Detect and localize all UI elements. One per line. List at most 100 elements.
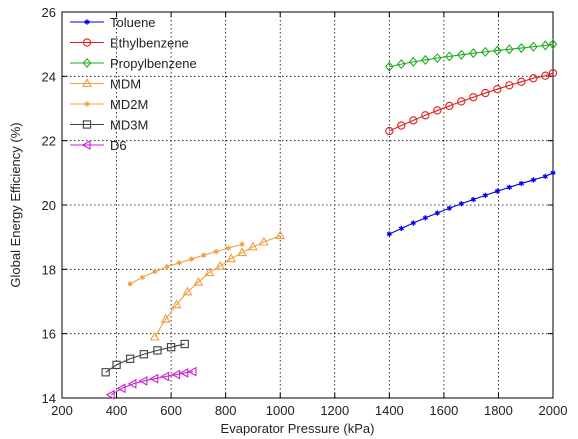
- data-point: [126, 354, 135, 363]
- data-point: [505, 81, 514, 90]
- data-point: [139, 274, 146, 280]
- data-point: [457, 49, 466, 60]
- legend-label: MD2M: [110, 97, 148, 112]
- series-d6: [105, 366, 197, 400]
- data-point: [127, 378, 137, 389]
- data-point: [248, 241, 258, 251]
- data-point: [225, 245, 231, 251]
- data-point: [160, 371, 170, 382]
- series-md3m: [101, 339, 189, 377]
- legend-item-ethylbenzene: Ethylbenzene: [70, 36, 189, 51]
- data-point: [506, 184, 512, 190]
- data-point: [469, 48, 478, 59]
- data-point: [529, 74, 538, 83]
- x-tick-label: 200: [51, 403, 73, 418]
- legend-marker: [82, 38, 92, 47]
- data-point: [493, 85, 502, 94]
- data-point: [138, 376, 148, 386]
- data-point: [434, 210, 440, 216]
- data-point: [171, 369, 181, 380]
- data-point: [160, 313, 171, 323]
- data-point: [204, 267, 215, 277]
- data-point: [421, 54, 430, 65]
- series-propylbenzene: [385, 39, 558, 72]
- data-point: [116, 383, 126, 394]
- x-tick-label: 1800: [484, 403, 513, 418]
- data-point: [433, 106, 442, 115]
- data-point: [215, 260, 226, 270]
- legend-label: Toluene: [110, 15, 156, 30]
- x-tick-label: 400: [106, 403, 128, 418]
- data-point: [149, 373, 159, 384]
- data-point: [127, 281, 133, 287]
- legend-marker: [81, 140, 91, 150]
- legend-marker: [84, 19, 90, 25]
- data-point: [139, 350, 148, 359]
- data-point: [398, 225, 404, 232]
- x-tick-label: 600: [160, 403, 182, 418]
- data-point: [530, 177, 536, 183]
- data-point: [518, 180, 524, 187]
- data-point: [409, 56, 418, 67]
- data-point: [188, 256, 195, 262]
- series-line-md3m: [105, 343, 185, 373]
- data-point: [112, 360, 121, 370]
- data-point: [458, 201, 464, 207]
- legend-item-md3m: MD3M: [70, 118, 148, 133]
- x-tick-label: 1200: [320, 403, 349, 418]
- data-point: [187, 366, 197, 377]
- legend-marker: [82, 57, 92, 69]
- data-point: [517, 42, 526, 54]
- data-point: [469, 93, 478, 102]
- data-point: [433, 52, 442, 64]
- data-point: [470, 196, 476, 203]
- data-point: [482, 192, 488, 198]
- y-tick-label: 14: [42, 391, 56, 406]
- data-point: [152, 268, 158, 275]
- legend-marker: [82, 120, 92, 129]
- data-point: [275, 230, 286, 240]
- x-tick-label: 2000: [539, 403, 568, 418]
- x-axis-label: Evaporator Pressure (kPa): [221, 421, 375, 436]
- y-tick-label: 16: [42, 327, 56, 342]
- series-line-propylbenzene: [389, 43, 554, 68]
- data-point: [105, 389, 115, 400]
- data-point: [182, 286, 193, 296]
- y-axis-label: Global Energy Efficiency (%): [8, 122, 23, 287]
- data-point: [481, 88, 490, 98]
- legend-marker: [82, 78, 92, 88]
- data-point: [445, 51, 454, 62]
- series-ethylbenzene: [385, 68, 558, 136]
- data-point: [386, 231, 392, 237]
- data-point: [422, 215, 428, 221]
- legend-item-toluene: Toluene: [70, 15, 156, 30]
- legend-marker: [84, 101, 90, 107]
- data-point: [258, 236, 269, 246]
- data-point: [505, 44, 514, 55]
- legend-item-d6: D6: [70, 138, 127, 153]
- data-point: [153, 346, 162, 355]
- data-point: [542, 173, 548, 179]
- data-point: [445, 101, 454, 111]
- data-point: [176, 260, 182, 266]
- data-point: [164, 264, 170, 270]
- data-point: [446, 205, 452, 211]
- legend-item-propylbenzene: Propylbenzene: [70, 56, 197, 71]
- data-point: [171, 299, 182, 309]
- data-point: [385, 126, 394, 136]
- data-point: [213, 249, 219, 255]
- data-point: [237, 247, 247, 257]
- data-point: [548, 68, 558, 78]
- data-point: [517, 77, 526, 86]
- y-tick-label: 18: [42, 262, 56, 277]
- data-point: [101, 368, 110, 377]
- data-point: [397, 59, 406, 70]
- data-point: [541, 71, 550, 80]
- data-point: [226, 253, 237, 263]
- legend-item-md2m: MD2M: [70, 97, 148, 112]
- data-point: [494, 188, 500, 194]
- data-point: [385, 61, 394, 72]
- data-point: [410, 220, 416, 226]
